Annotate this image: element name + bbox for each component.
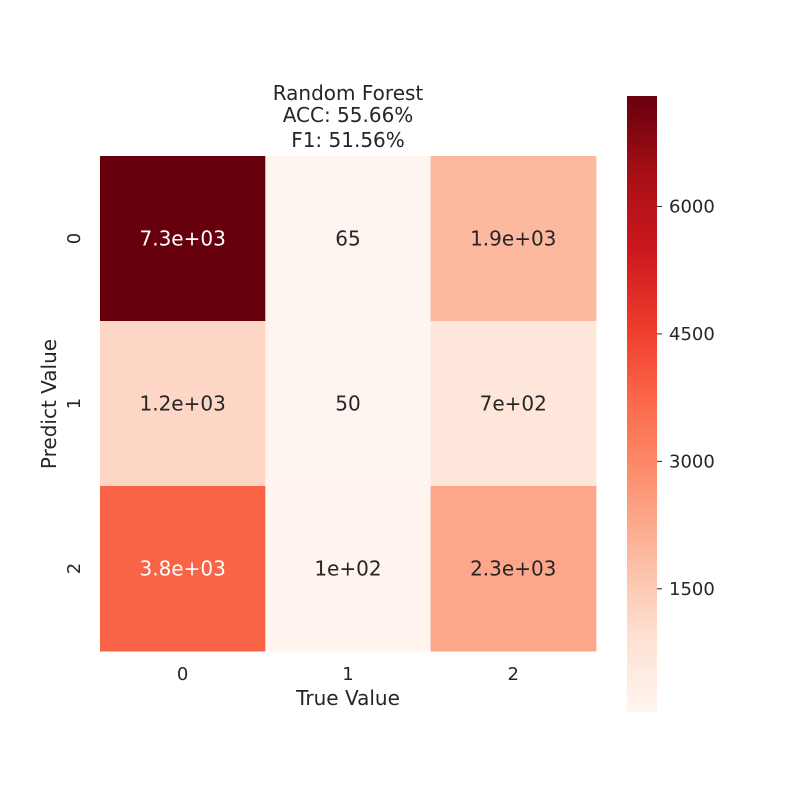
heatmap-cell-label: 1e+02 (314, 557, 381, 581)
colorbar-tick-label: 3000 (669, 451, 715, 472)
x-tick-label: 2 (508, 664, 519, 685)
heatmap-cell (100, 321, 266, 487)
y-tick-label: 1 (64, 398, 85, 409)
heatmap-cell-label: 7e+02 (480, 392, 547, 416)
chart-title-line-2: ACC: 55.66% (283, 103, 414, 127)
heatmap-cell-label: 1.9e+03 (470, 227, 556, 251)
colorbar-tick-label: 4500 (669, 324, 715, 345)
heatmap-cell (430, 486, 597, 652)
heatmap-cell (265, 156, 432, 322)
heatmap-cell-label: 65 (335, 227, 360, 251)
y-axis-ticks: 0 1 2 (64, 233, 85, 574)
colorbar-tick-label: 1500 (669, 579, 715, 600)
x-tick-label: 0 (177, 664, 188, 685)
heatmap-cell-label: 2.3e+03 (470, 557, 556, 581)
colorbar (627, 96, 657, 712)
heatmap-cell (100, 486, 266, 652)
y-tick-label: 2 (64, 563, 85, 574)
heatmap-cell-label: 1.2e+03 (139, 392, 225, 416)
heatmap-cell-label: 7.3e+03 (139, 227, 225, 251)
heatmap-cell-label: 50 (335, 392, 360, 416)
colorbar-tick-label: 6000 (669, 196, 715, 217)
chart-title-line-3: F1: 51.56% (291, 128, 405, 152)
y-axis-label: Predict Value (37, 339, 61, 469)
heatmap-cell (430, 321, 597, 487)
chart-title-line-1: Random Forest (273, 81, 424, 105)
heatmap-cell (265, 321, 432, 487)
colorbar-ticks: 1500 3000 4500 6000 (657, 196, 715, 600)
heatmap-cells: 7.3e+03 65 1.9e+03 1.2e+03 50 7e+02 3.8e+03 1e+… (100, 156, 597, 652)
y-tick-label: 0 (64, 233, 85, 244)
x-axis-ticks: 0 1 2 (177, 664, 519, 685)
heatmap-cell (430, 156, 597, 322)
x-axis-label: True Value (295, 686, 400, 710)
heatmap-cell-label: 3.8e+03 (139, 557, 225, 581)
x-tick-label: 1 (342, 664, 353, 685)
heatmap-cell (265, 486, 432, 652)
heatmap-cell (100, 156, 266, 322)
